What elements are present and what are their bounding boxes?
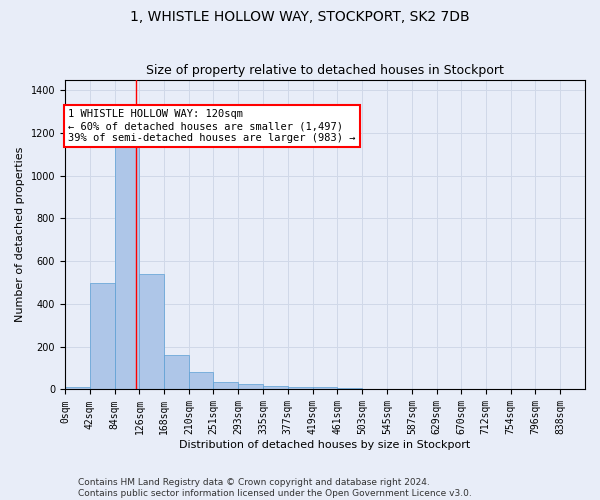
- Text: 1, WHISTLE HOLLOW WAY, STOCKPORT, SK2 7DB: 1, WHISTLE HOLLOW WAY, STOCKPORT, SK2 7D…: [130, 10, 470, 24]
- Bar: [90, 282, 115, 390]
- Bar: [263, 386, 288, 390]
- Y-axis label: Number of detached properties: Number of detached properties: [15, 147, 25, 322]
- Bar: [139, 274, 164, 390]
- Text: Contains HM Land Registry data © Crown copyright and database right 2024.
Contai: Contains HM Land Registry data © Crown c…: [78, 478, 472, 498]
- Bar: [65, 388, 90, 390]
- X-axis label: Distribution of detached houses by size in Stockport: Distribution of detached houses by size …: [179, 440, 470, 450]
- Bar: [213, 382, 238, 390]
- Bar: [115, 144, 139, 390]
- Bar: [238, 384, 263, 390]
- Bar: [164, 356, 189, 390]
- Title: Size of property relative to detached houses in Stockport: Size of property relative to detached ho…: [146, 64, 504, 77]
- Bar: [288, 388, 313, 390]
- Bar: [189, 372, 213, 390]
- Bar: [337, 388, 362, 390]
- Text: 1 WHISTLE HOLLOW WAY: 120sqm
← 60% of detached houses are smaller (1,497)
39% of: 1 WHISTLE HOLLOW WAY: 120sqm ← 60% of de…: [68, 110, 355, 142]
- Bar: [313, 386, 337, 390]
